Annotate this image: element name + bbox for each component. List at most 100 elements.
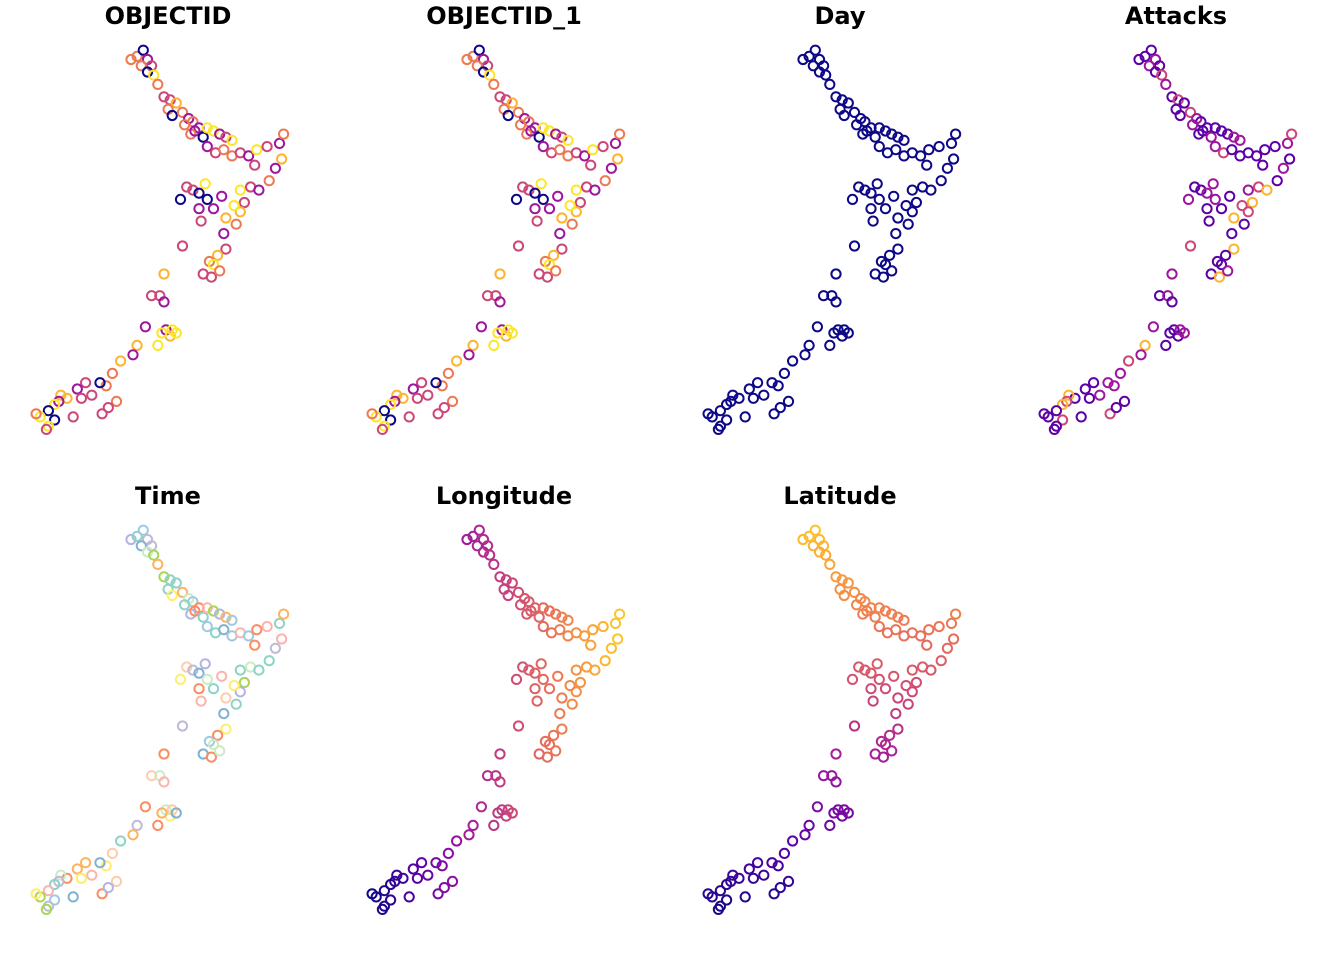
scatter-point [218, 144, 230, 156]
panel-title: Time [135, 482, 201, 510]
scatter-point [564, 680, 576, 692]
scatter-point [809, 44, 821, 56]
scatter-point [176, 106, 189, 119]
scatter-point [892, 243, 904, 255]
scatter-point [1160, 78, 1172, 91]
scatter-point [220, 611, 232, 623]
scatter-point [830, 296, 842, 308]
scatter-point [484, 549, 496, 561]
scatter-point [758, 389, 770, 401]
scatter-point [554, 228, 566, 240]
scatter-point [71, 383, 83, 395]
scatter-point [94, 857, 106, 869]
scatter-point [525, 125, 537, 137]
scatter-point [714, 885, 727, 897]
scatter-point [830, 571, 842, 583]
scatter-point [818, 770, 830, 782]
scatter-point [220, 243, 232, 255]
scatter-point [152, 558, 164, 571]
scatter-point [212, 249, 224, 261]
scatter-point [807, 540, 819, 552]
scatter-point [158, 91, 170, 103]
scatter-point [945, 617, 958, 630]
scatter-point [609, 137, 622, 150]
scatter-point [201, 621, 213, 633]
scatter-point [531, 695, 543, 707]
scatter-point [605, 642, 617, 654]
scatter-point [758, 869, 770, 881]
scatter-point [1178, 327, 1190, 339]
scatter-point [451, 835, 463, 847]
scatter-point [510, 193, 523, 205]
scatter-point [1224, 190, 1236, 202]
scatter-point [799, 349, 811, 361]
scatter-point [216, 670, 228, 682]
scatter-point [473, 524, 485, 536]
scatter-point [1284, 153, 1296, 165]
scatter-point [385, 398, 397, 411]
scatter-point [543, 739, 556, 751]
scatter-point [824, 339, 836, 351]
scatter-point [243, 150, 255, 162]
scatter-point [207, 259, 220, 271]
scatter-point [1166, 296, 1178, 308]
scatter-point [803, 339, 815, 351]
scatter-point [166, 589, 178, 602]
scatter-point [1286, 128, 1298, 140]
scatter-point [535, 178, 547, 190]
scatter-point [467, 339, 479, 351]
panel-time: Time [0, 480, 336, 960]
scatter-point [131, 819, 143, 831]
scatter-point [910, 196, 922, 209]
scatter-point [40, 903, 53, 915]
scatter-point [1246, 196, 1258, 209]
scatter-point [249, 159, 261, 171]
panel-plot [366, 44, 626, 435]
scatter-point [193, 187, 205, 199]
scatter-point [550, 128, 562, 140]
scatter-point [1236, 200, 1248, 212]
scatter-point [67, 891, 79, 903]
scatter-point [879, 203, 892, 215]
scatter-point [861, 125, 873, 137]
scatter-point [1228, 212, 1240, 224]
scatter-point [158, 776, 170, 788]
scatter-point [506, 807, 518, 819]
scatter-point [430, 857, 442, 869]
scatter-point [249, 639, 261, 651]
scatter-point [1215, 259, 1228, 271]
scatter-point [1164, 327, 1176, 339]
scatter-point [824, 558, 836, 571]
scatter-point [774, 882, 786, 894]
scatter-point [55, 869, 67, 881]
scatter-point [467, 50, 479, 62]
scatter-point [768, 888, 780, 900]
scatter-point [263, 175, 275, 187]
scatter-point [422, 389, 434, 401]
scatter-point [515, 119, 527, 131]
scatter-point [488, 78, 500, 91]
scatter-point [842, 577, 854, 589]
scatter-point [436, 380, 448, 392]
scatter-point [766, 377, 778, 389]
panel-plot [1038, 44, 1298, 435]
scatter-point [407, 863, 419, 875]
scatter-point [502, 109, 514, 122]
scatter-point [562, 614, 574, 626]
scatter-point [378, 885, 391, 897]
scatter-point [830, 268, 842, 280]
scatter-point [543, 125, 556, 137]
scatter-point [1259, 144, 1271, 156]
scatter-point [488, 339, 500, 351]
scatter-point [579, 630, 591, 642]
scatter-point [484, 69, 496, 81]
scatter-point [276, 153, 288, 165]
scatter-point [510, 673, 523, 685]
scatter-point [950, 608, 962, 620]
scatter-point [512, 240, 525, 252]
scatter-point [174, 673, 187, 685]
scatter-point [214, 608, 226, 620]
scatter-point [127, 349, 139, 361]
scatter-point [1079, 383, 1091, 395]
scatter-point [778, 367, 791, 379]
